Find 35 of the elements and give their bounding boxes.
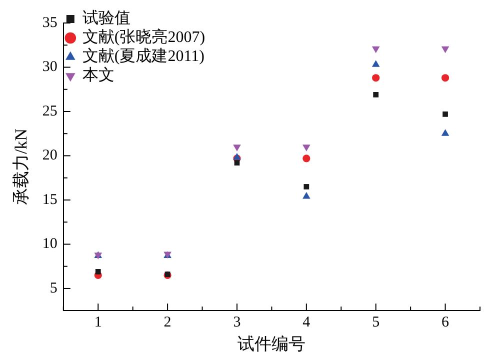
- x-tick-label: 6: [442, 314, 450, 331]
- point: [302, 144, 310, 152]
- x-tick-label: 5: [372, 314, 380, 331]
- point: [304, 184, 310, 190]
- point: [372, 46, 380, 54]
- x-tick-label: 4: [302, 314, 311, 331]
- legend-label: 本文: [82, 66, 114, 84]
- x-tick-label: 2: [164, 314, 172, 331]
- point: [233, 153, 241, 160]
- x-tick-label: 1: [94, 314, 102, 331]
- y-tick-label: 20: [42, 148, 58, 164]
- legend-label: 文献(张晓亮2007): [82, 28, 206, 46]
- legend-label: 试验值: [82, 9, 130, 28]
- point: [441, 129, 450, 136]
- x-axis-title: 试件编号: [238, 334, 306, 354]
- legend-label: 文献(夏成建2011): [82, 47, 204, 66]
- point: [95, 268, 101, 274]
- x-tick-label: 3: [233, 314, 241, 331]
- y-tick-label: 30: [42, 59, 58, 76]
- point: [372, 60, 380, 67]
- point: [302, 192, 310, 199]
- point: [372, 74, 380, 82]
- point: [234, 160, 240, 166]
- y-tick-label: 10: [42, 236, 58, 252]
- point: [302, 154, 310, 162]
- y-tick-label: 35: [42, 14, 58, 31]
- point: [441, 74, 450, 82]
- y-tick-label: 15: [42, 192, 58, 208]
- point: [373, 92, 379, 98]
- y-tick-label: 5: [50, 280, 58, 296]
- point: [441, 46, 450, 54]
- y-axis-title: 承载力/kN: [12, 128, 31, 206]
- point: [442, 111, 448, 117]
- point: [233, 144, 241, 152]
- y-tick-label: 25: [42, 103, 58, 120]
